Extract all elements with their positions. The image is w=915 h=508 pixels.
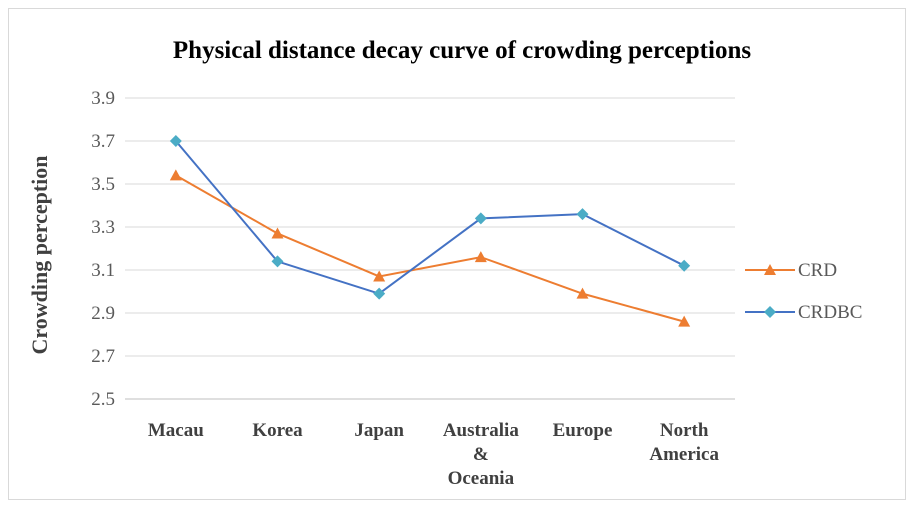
x-category-line: Australia <box>443 420 520 441</box>
data-point-diamond <box>169 135 182 147</box>
data-point-triangle <box>678 315 691 327</box>
legend-item-crd: CRD <box>745 260 837 281</box>
data-point-triangle <box>373 270 386 282</box>
data-point-diamond <box>373 287 386 300</box>
data-point-diamond <box>474 212 487 225</box>
x-category-line: & <box>473 444 489 465</box>
data-point-diamond <box>271 255 284 268</box>
series-crd <box>169 169 691 327</box>
data-point-triangle <box>576 287 589 299</box>
data-point-triangle <box>474 251 487 263</box>
x-category-label: Macau <box>148 420 204 441</box>
gridlines <box>125 97 735 400</box>
data-point-diamond <box>678 259 691 272</box>
x-category-label: Australia & Oceania <box>443 420 520 489</box>
y-tick-label: 3.1 <box>91 260 115 281</box>
legend-item-crdbc: CRDBC <box>745 302 862 323</box>
x-category-line: America <box>649 444 719 465</box>
y-tick-label: 2.9 <box>91 303 115 324</box>
y-tick-label: 2.5 <box>91 389 115 410</box>
x-category-line: Macau <box>148 420 204 441</box>
chart-frame <box>8 8 906 500</box>
y-tick-label: 3.5 <box>91 174 115 195</box>
data-point-triangle <box>169 169 182 181</box>
x-category-line: North <box>660 420 709 441</box>
x-category-label: Japan <box>354 420 404 441</box>
x-category-label: North America <box>649 420 719 465</box>
legend: CRD CRDBC <box>745 260 862 323</box>
x-category-line: Korea <box>252 420 303 441</box>
y-axis-label: Crowding perception <box>27 155 52 354</box>
data-point-triangle <box>764 264 776 275</box>
x-category-line: Japan <box>354 420 404 441</box>
y-tick-label: 3.7 <box>91 131 115 152</box>
y-tick-label: 3.9 <box>91 88 115 109</box>
y-axis-ticks: 2.5 2.7 2.9 3.1 3.3 3.5 3.7 3.9 <box>91 88 115 410</box>
x-category-label: Korea <box>252 420 303 441</box>
data-point-triangle <box>271 227 284 239</box>
legend-label: CRD <box>798 260 837 281</box>
series-line <box>175 140 685 295</box>
data-point-diamond <box>576 208 589 221</box>
x-category-label: Europe <box>553 420 613 441</box>
series-line <box>175 174 685 323</box>
y-tick-label: 3.3 <box>91 217 115 238</box>
y-tick-label: 2.7 <box>91 346 115 367</box>
x-axis-categories: Macau Korea Japan Australia & Oceania Europe No… <box>148 420 720 489</box>
series-crdbc <box>169 135 691 300</box>
series-lines <box>169 135 691 327</box>
data-point-diamond <box>764 306 776 318</box>
legend-label: CRDBC <box>798 302 862 323</box>
x-category-line: Europe <box>553 420 613 441</box>
chart-title: Physical distance decay curve of crowdin… <box>173 37 751 64</box>
x-category-line: Oceania <box>448 468 515 489</box>
